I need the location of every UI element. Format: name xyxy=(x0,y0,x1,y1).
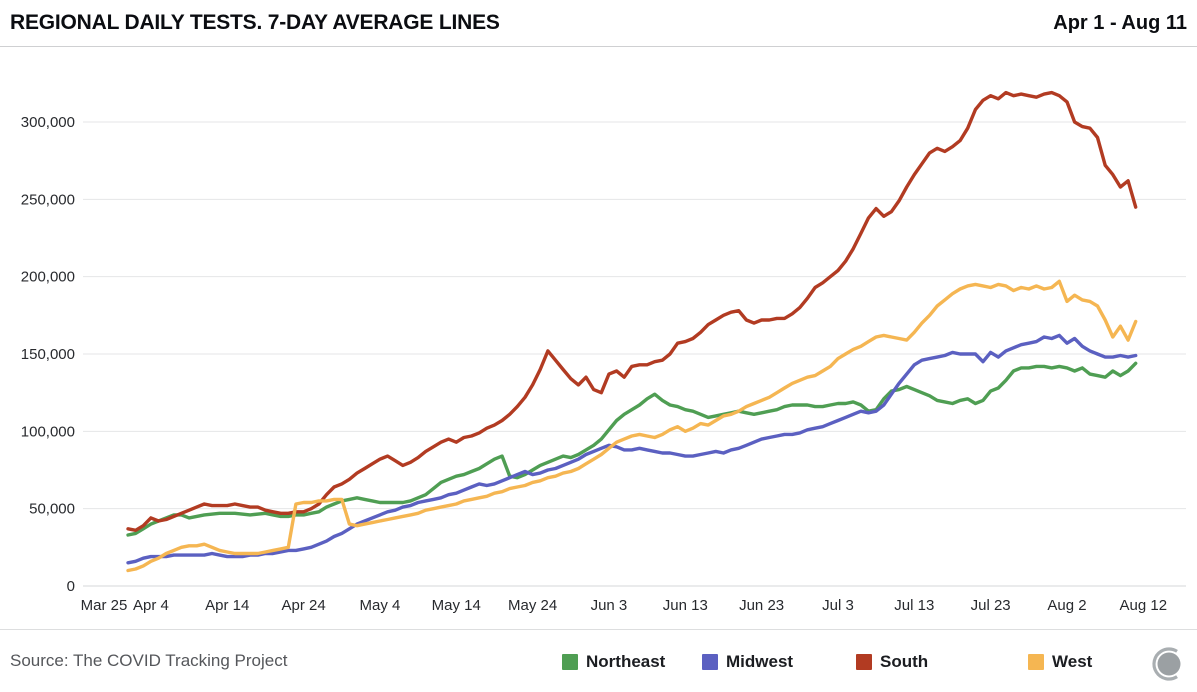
series-line-west xyxy=(126,279,1138,573)
x-tick-label: Apr 4 xyxy=(133,597,169,614)
legend-label: South xyxy=(880,652,929,671)
page-title: REGIONAL DAILY TESTS. 7-DAY AVERAGE LINE… xyxy=(10,11,500,34)
chart-area: 0 50,000 100,000 150,000 200,000 250,000 300,0… xyxy=(0,47,1197,629)
west-swatch-icon xyxy=(1028,654,1044,670)
x-tick-label: Jun 3 xyxy=(591,597,628,614)
y-tick-label: 150,000 xyxy=(21,346,75,363)
date-range-label: Apr 1 - Aug 11 xyxy=(1053,11,1187,34)
series-line-south xyxy=(126,90,1138,532)
x-tick-label: Aug 12 xyxy=(1120,597,1168,614)
y-tick-label: 0 xyxy=(67,578,75,595)
midwest-swatch-icon xyxy=(702,654,718,670)
y-tick-label: 50,000 xyxy=(29,501,75,518)
y-tick-label: 100,000 xyxy=(21,423,75,440)
x-tick-label: Jul 13 xyxy=(894,597,934,614)
legend-label: Northeast xyxy=(586,652,666,671)
x-tick-label: Jul 23 xyxy=(971,597,1011,614)
northeast-swatch-icon xyxy=(562,654,578,670)
x-tick-label: May 24 xyxy=(508,597,557,614)
y-tick-label: 300,000 xyxy=(21,114,75,131)
y-tick-label: 200,000 xyxy=(21,269,75,286)
y-tick-label: 250,000 xyxy=(21,191,75,208)
legend-label: West xyxy=(1052,652,1093,671)
x-tick-label: Jun 23 xyxy=(739,597,784,614)
legend-item-northeast: Northeast xyxy=(562,652,665,672)
source-credit: Source: The COVID Tracking Project xyxy=(10,651,288,670)
legend-item-south: South xyxy=(856,652,928,672)
chart-svg: 0 50,000 100,000 150,000 200,000 250,000 300,0… xyxy=(21,90,1186,614)
legend-item-midwest: Midwest xyxy=(702,652,793,672)
footer: Source: The COVID Tracking Project North… xyxy=(0,629,1197,691)
x-tick-label: Aug 2 xyxy=(1047,597,1086,614)
series-line-midwest xyxy=(126,333,1138,565)
legend-label: Midwest xyxy=(726,652,794,671)
x-tick-label: Jul 3 xyxy=(822,597,854,614)
covid-tracking-project-logo-icon xyxy=(1152,647,1186,681)
x-tick-label: May 14 xyxy=(432,597,481,614)
x-tick-label: Jun 13 xyxy=(663,597,708,614)
x-tick-label: May 4 xyxy=(359,597,400,614)
south-swatch-icon xyxy=(856,654,872,670)
series-line-northeast xyxy=(126,361,1138,537)
x-tick-label: Apr 24 xyxy=(281,597,325,614)
header: REGIONAL DAILY TESTS. 7-DAY AVERAGE LINE… xyxy=(0,0,1197,47)
x-tick-label: Mar 25 xyxy=(81,597,128,614)
x-tick-label: Apr 14 xyxy=(205,597,249,614)
legend-item-west: West xyxy=(1028,652,1092,672)
